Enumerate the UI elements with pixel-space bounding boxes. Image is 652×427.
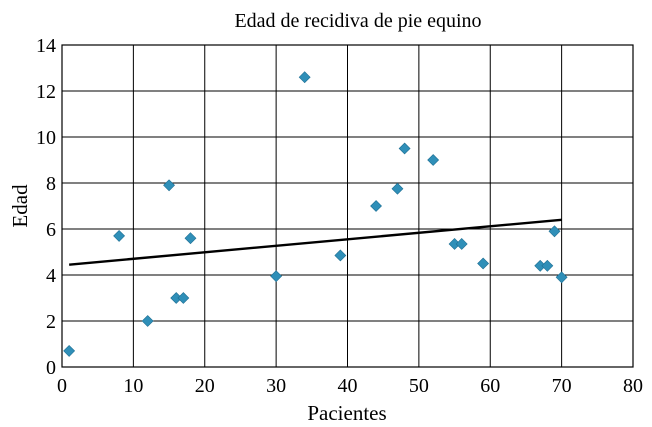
data-point-13 [398,142,411,155]
x-tick-label: 30 [266,375,286,397]
data-point-1 [63,344,76,357]
y-tick-label: 10 [36,127,56,149]
y-tick-label: 6 [46,219,56,241]
data-point-8 [270,270,283,283]
plot-frame [61,44,634,368]
data-point-9 [298,71,311,84]
x-tick-label: 60 [480,375,500,397]
x-tick-label: 40 [338,375,358,397]
y-tick-label: 14 [36,35,56,57]
x-tick-label: 70 [552,375,572,397]
data-point-3 [141,315,154,327]
x-tick-label: 20 [195,375,215,397]
trend-line [69,218,562,266]
y-tick-label: 0 [46,357,56,379]
y-tick-label: 8 [46,173,56,195]
data-point-4 [163,179,175,192]
y-axis-label: Edad [8,184,32,228]
data-point-11 [370,200,382,212]
data-point-19 [541,259,554,272]
data-points [63,71,568,357]
data-point-16 [455,238,468,250]
data-point-12 [391,182,404,195]
x-tick-label: 80 [623,375,643,397]
x-axis-ticks: 0 10 20 30 40 50 60 70 80 [57,375,643,397]
data-point-21 [555,271,568,284]
x-tick-label: 10 [123,375,143,397]
chart-title: Edad de recidiva de pie equino [234,10,481,32]
y-tick-label: 2 [46,311,56,333]
x-tick-label: 0 [57,375,67,397]
data-point-10 [334,249,347,262]
data-point-7 [184,232,197,245]
data-point-20 [548,225,561,238]
y-tick-label: 12 [36,81,56,103]
data-point-6 [177,292,190,304]
x-tick-label: 50 [409,375,429,397]
data-point-14 [427,154,440,166]
y-axis-ticks: 0 2 4 6 8 10 12 14 [36,35,56,379]
y-tick-label: 4 [46,265,56,287]
data-point-2 [113,229,126,242]
data-point-17 [477,257,490,270]
x-axis-label: Pacientes [307,401,386,425]
